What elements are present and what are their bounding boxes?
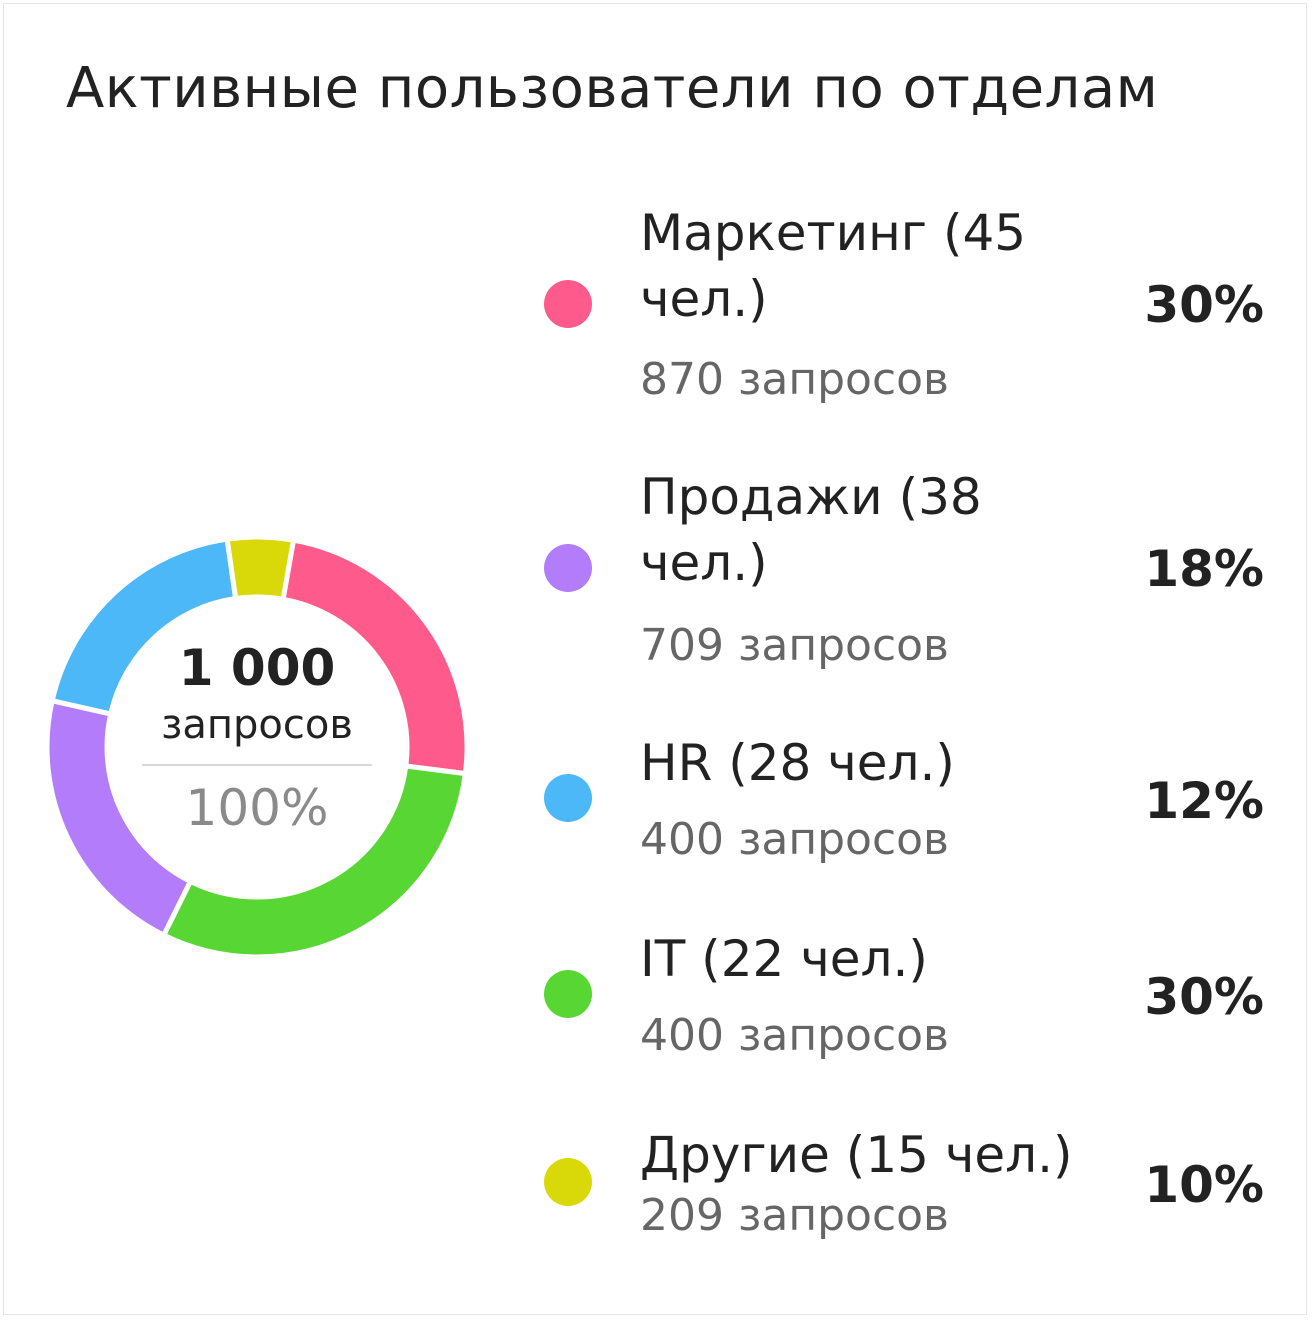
center-percent: 100% <box>185 779 329 837</box>
legend-dot-marketing <box>544 280 592 328</box>
legend-item-hr[interactable]: HR (28 чел.) 400 запросов 12% <box>540 730 1270 880</box>
donut-chart <box>44 534 470 960</box>
donut-slice-it[interactable] <box>160 763 469 960</box>
legend-share-other: 10% <box>1144 1156 1264 1214</box>
legend-dot-other <box>544 1158 592 1206</box>
legend-requests-it: 400 запросов <box>640 1010 949 1061</box>
legend-requests-hr: 400 запросов <box>640 814 949 865</box>
legend-item-marketing[interactable]: Маркетинг (45 чел.) 870 запросов 30% <box>540 200 1270 420</box>
legend-share-hr: 12% <box>1144 772 1264 830</box>
legend-requests-other: 209 запросов <box>640 1190 949 1241</box>
legend-item-other[interactable]: Другие (15 чел.) 209 запросов 10% <box>540 1122 1270 1272</box>
legend-label-marketing: Маркетинг (45 чел.) <box>640 204 1027 328</box>
legend-label-it: IT (22 чел.) <box>640 930 928 988</box>
legend-dot-hr <box>544 774 592 822</box>
legend-label-hr: HR (28 чел.) <box>640 734 955 792</box>
legend-label-sales: Продажи (38 чел.) <box>640 468 982 592</box>
donut-slice-other[interactable] <box>224 534 297 603</box>
chart-card <box>3 3 1307 1315</box>
center-unit: запросов <box>161 702 353 748</box>
legend-requests-marketing: 870 запросов <box>640 354 949 405</box>
center-divider <box>142 764 372 766</box>
legend-share-marketing: 30% <box>1144 276 1264 334</box>
chart-title: Активные пользователи по отделам <box>66 56 1159 121</box>
legend-dot-sales <box>544 544 592 592</box>
legend-label-other: Другие (15 чел.) <box>640 1126 1073 1184</box>
legend-requests-sales: 709 запросов <box>640 620 949 671</box>
legend-item-it[interactable]: IT (22 чел.) 400 запросов 30% <box>540 926 1270 1076</box>
center-total: 1 000 <box>178 639 336 697</box>
legend-share-it: 30% <box>1144 968 1264 1026</box>
legend-dot-it <box>544 970 592 1018</box>
legend-share-sales: 18% <box>1144 540 1264 598</box>
donut-center: 1 000 запросов 100% <box>142 636 372 840</box>
legend-item-sales[interactable]: Продажи (38 чел.) 709 запросов 18% <box>540 464 1270 684</box>
